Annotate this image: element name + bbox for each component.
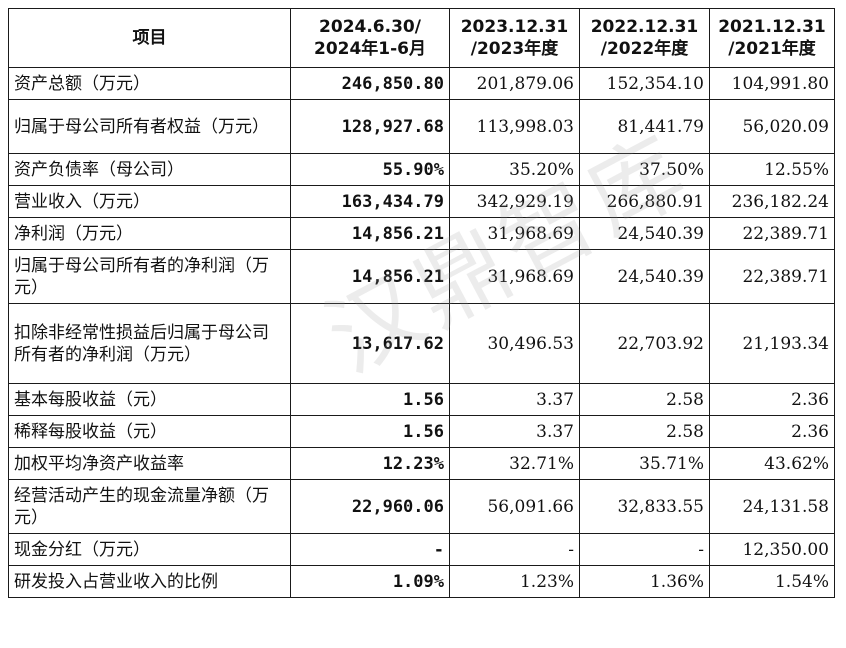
row-value: 12,350.00: [709, 533, 835, 566]
table-row: 稀释每股收益（元） 1.56 3.37 2.58 2.36: [8, 415, 835, 448]
table-row: 资产负债率（母公司） 55.90% 35.20% 37.50% 12.55%: [8, 153, 835, 186]
row-label: 归属于母公司所有者权益（万元）: [8, 99, 291, 154]
row-value: 22,960.06: [290, 479, 450, 534]
row-value: 81,441.79: [579, 99, 710, 154]
row-value: 22,389.71: [709, 249, 835, 304]
financial-indicators-table: 项目 2024.6.30/ 2024年1-6月 2023.12.31 /2023…: [8, 8, 835, 598]
table-row: 资产总额（万元） 246,850.80 201,879.06 152,354.10 10…: [8, 67, 835, 100]
header-2023: 2023.12.31 /2023年度: [449, 8, 580, 68]
row-value: 12.55%: [709, 153, 835, 186]
row-label: 经营活动产生的现金流量净额（万元）: [8, 479, 291, 534]
row-value: 266,880.91: [579, 185, 710, 218]
table-row: 加权平均净资产收益率 12.23% 32.71% 35.71% 43.62%: [8, 447, 835, 480]
row-value: 13,617.62: [290, 303, 450, 384]
header-2021: 2021.12.31 /2021年度: [709, 8, 835, 68]
row-label: 加权平均净资产收益率: [8, 447, 291, 480]
row-value: 35.71%: [579, 447, 710, 480]
table-row: 基本每股收益（元） 1.56 3.37 2.58 2.36: [8, 383, 835, 416]
row-label: 基本每股收益（元）: [8, 383, 291, 416]
row-value: 55.90%: [290, 153, 450, 186]
row-value: 2.58: [579, 415, 710, 448]
table-row: 现金分红（万元） - - -12,350.00: [8, 533, 835, 566]
row-value: 22,703.92: [579, 303, 710, 384]
row-value: 32.71%: [449, 447, 580, 480]
table-row: 扣除非经常性损益后归属于母公司所有者的净利润（万元） 13,617.62 30,49…: [8, 303, 835, 384]
row-value: 22,389.71: [709, 217, 835, 250]
row-value: -: [449, 533, 580, 566]
header-item: 项目: [8, 8, 291, 68]
row-value: 201,879.06: [449, 67, 580, 100]
header-2022: 2022.12.31 /2022年度: [579, 8, 710, 68]
row-value: 2.36: [709, 415, 835, 448]
row-label: 净利润（万元）: [8, 217, 291, 250]
row-label: 资产负债率（母公司）: [8, 153, 291, 186]
row-value: -: [290, 533, 450, 566]
row-value: 246,850.80: [290, 67, 450, 100]
row-value: 24,131.58: [709, 479, 835, 534]
row-value: 1.36%: [579, 565, 710, 598]
row-value: 1.54%: [709, 565, 835, 598]
row-value: 24,540.39: [579, 217, 710, 250]
row-value: 31,968.69: [449, 217, 580, 250]
table-row: 归属于母公司所有者权益（万元） 128,927.68 113,998.03 81,44…: [8, 99, 835, 154]
row-value: 56,020.09: [709, 99, 835, 154]
row-value: 3.37: [449, 415, 580, 448]
row-value: 35.20%: [449, 153, 580, 186]
row-value: 152,354.10: [579, 67, 710, 100]
row-value: 56,091.66: [449, 479, 580, 534]
row-value: 128,927.68: [290, 99, 450, 154]
row-value: 1.56: [290, 383, 450, 416]
row-value: 37.50%: [579, 153, 710, 186]
row-value: 31,968.69: [449, 249, 580, 304]
row-value: 14,856.21: [290, 217, 450, 250]
row-label: 研发投入占营业收入的比例: [8, 565, 291, 598]
row-value: 12.23%: [290, 447, 450, 480]
row-value: 163,434.79: [290, 185, 450, 218]
row-value: 3.37: [449, 383, 580, 416]
row-label: 扣除非经常性损益后归属于母公司所有者的净利润（万元）: [8, 303, 291, 384]
table-row: 研发投入占营业收入的比例 1.09% 1.23% 1.36% 1.54%: [8, 565, 835, 598]
row-value: 1.09%: [290, 565, 450, 598]
header-2024h1: 2024.6.30/ 2024年1-6月: [290, 8, 450, 68]
row-value: 342,929.19: [449, 185, 580, 218]
table-row: 净利润（万元） 14,856.21 31,968.69 24,540.39 22,389…: [8, 217, 835, 250]
row-value: 2.58: [579, 383, 710, 416]
row-value: 104,991.80: [709, 67, 835, 100]
row-value: 21,193.34: [709, 303, 835, 384]
row-value: 32,833.55: [579, 479, 710, 534]
row-value: 14,856.21: [290, 249, 450, 304]
table-header-row: 项目 2024.6.30/ 2024年1-6月 2023.12.31 /2023…: [8, 8, 835, 68]
row-value: 1.23%: [449, 565, 580, 598]
row-value: 30,496.53: [449, 303, 580, 384]
row-value: 236,182.24: [709, 185, 835, 218]
table-row: 经营活动产生的现金流量净额（万元） 22,960.06 56,091.66 32,83…: [8, 479, 835, 534]
row-value: 1.56: [290, 415, 450, 448]
financial-table-container: 项目 2024.6.30/ 2024年1-6月 2023.12.31 /2023…: [8, 8, 835, 598]
table-row: 归属于母公司所有者的净利润（万元） 14,856.21 31,968.69 24,54…: [8, 249, 835, 304]
row-value: 2.36: [709, 383, 835, 416]
row-label: 稀释每股收益（元）: [8, 415, 291, 448]
row-label: 现金分红（万元）: [8, 533, 291, 566]
row-value: 43.62%: [709, 447, 835, 480]
row-label: 归属于母公司所有者的净利润（万元）: [8, 249, 291, 304]
row-value: -: [579, 533, 710, 566]
row-label: 营业收入（万元）: [8, 185, 291, 218]
table-row: 营业收入（万元） 163,434.79 342,929.19 266,880.91 23…: [8, 185, 835, 218]
row-value: 24,540.39: [579, 249, 710, 304]
row-label: 资产总额（万元）: [8, 67, 291, 100]
table-body: 资产总额（万元） 246,850.80 201,879.06 152,354.10 10…: [8, 67, 835, 598]
row-value: 113,998.03: [449, 99, 580, 154]
